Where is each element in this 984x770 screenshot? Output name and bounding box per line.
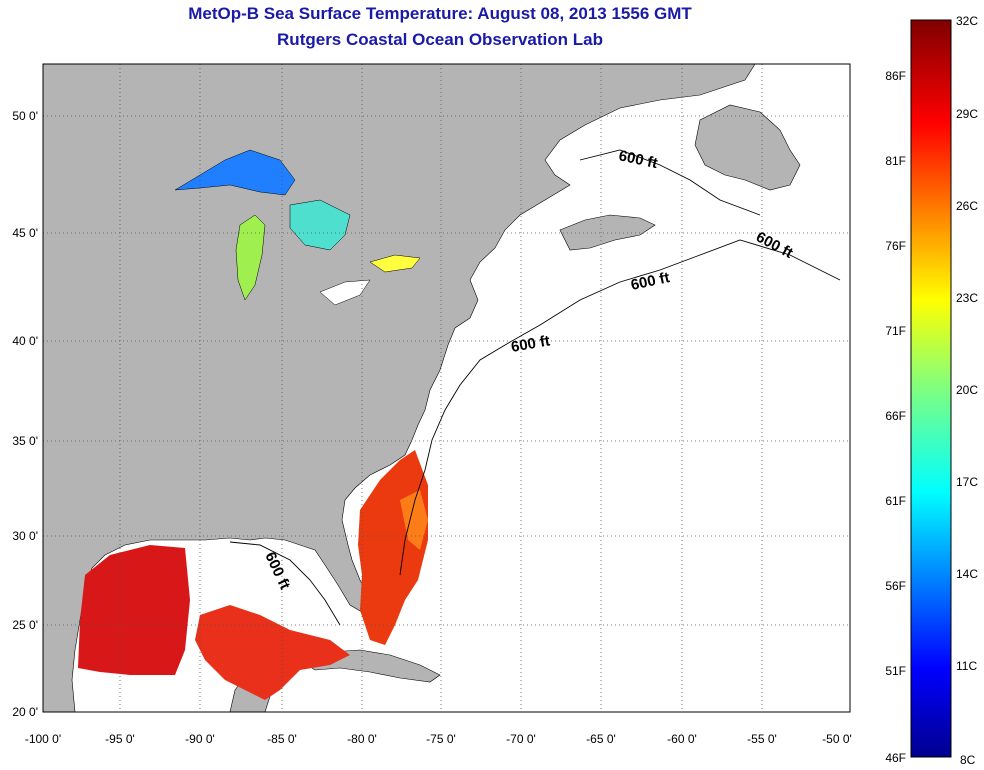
- colorbar-celsius-label: 23C: [956, 291, 978, 305]
- x-tick-label: -50 0': [822, 732, 852, 746]
- land-north-america: [43, 64, 756, 712]
- y-tick-label: 30 0': [12, 529, 38, 543]
- gridlines: [43, 64, 850, 712]
- colorbar-fahrenheit-label: 61F: [885, 494, 906, 508]
- sst-gulf-of-mexico: [78, 545, 190, 675]
- y-tick-label: 45 0': [12, 226, 38, 240]
- isobath-600ft: [229, 149, 841, 626]
- x-tick-label: -75 0': [426, 732, 456, 746]
- colorbar-gradient: [910, 19, 952, 758]
- colorbar-celsius-label: 20C: [956, 383, 978, 397]
- map-title: MetOp-B Sea Surface Temperature: August …: [188, 4, 692, 23]
- x-tick-label: -85 0': [267, 732, 297, 746]
- sst-bahamas: [400, 490, 428, 550]
- x-axis: -100 0' -95 0' -90 0' -85 0' -80 0' -75 …: [25, 732, 852, 746]
- y-tick-label: 20 0': [12, 705, 38, 719]
- x-tick-label: -65 0': [586, 732, 616, 746]
- y-tick-label: 25 0': [12, 618, 38, 632]
- colorbar-celsius-label: 32C: [956, 14, 978, 28]
- colorbar-fahrenheit-label: 46F: [885, 751, 906, 765]
- colorbar-celsius-label: 17C: [956, 475, 978, 489]
- y-tick-label: 50 0': [12, 109, 38, 123]
- colorbar-celsius-label: 29C: [956, 107, 978, 121]
- colorbar-fahrenheit-label: 71F: [885, 324, 906, 338]
- colorbar: 32C 29C 26C 23C 20C 17C 14C 11C 8C 86F 8…: [885, 14, 978, 767]
- map-subtitle: Rutgers Coastal Ocean Observation Lab: [277, 30, 603, 49]
- land-newfoundland: [694, 104, 801, 191]
- y-tick-label: 40 0': [12, 334, 38, 348]
- colorbar-celsius-label: 11C: [956, 659, 977, 673]
- x-tick-label: -95 0': [105, 732, 135, 746]
- x-tick-label: -55 0': [747, 732, 777, 746]
- colorbar-fahrenheit-label: 76F: [885, 239, 906, 253]
- colorbar-fahrenheit-label: 56F: [885, 579, 906, 593]
- x-tick-label: -60 0': [667, 732, 697, 746]
- colorbar-fahrenheit-label: 81F: [885, 154, 906, 168]
- colorbar-fahrenheit-label: 86F: [885, 69, 906, 83]
- x-tick-label: -90 0': [185, 732, 215, 746]
- colorbar-celsius-label: 14C: [956, 567, 978, 581]
- map-frame: [42, 63, 851, 713]
- x-tick-label: -70 0': [506, 732, 536, 746]
- colorbar-celsius-label: 26C: [956, 199, 978, 213]
- colorbar-fahrenheit-label: 66F: [885, 409, 906, 423]
- colorbar-celsius-label: 8C: [960, 753, 976, 767]
- y-axis: 50 0' 45 0' 40 0' 35 0' 30 0' 25 0' 20 0…: [12, 109, 38, 719]
- sst-gulf-patches: [195, 605, 350, 700]
- x-tick-label: -80 0': [347, 732, 377, 746]
- isobath-label: 600 ft: [510, 332, 552, 356]
- great-lakes: [174, 149, 421, 306]
- x-tick-label: -100 0': [25, 732, 61, 746]
- land-nova-scotia: [559, 214, 656, 251]
- y-tick-label: 35 0': [12, 434, 38, 448]
- colorbar-fahrenheit-label: 51F: [885, 664, 906, 678]
